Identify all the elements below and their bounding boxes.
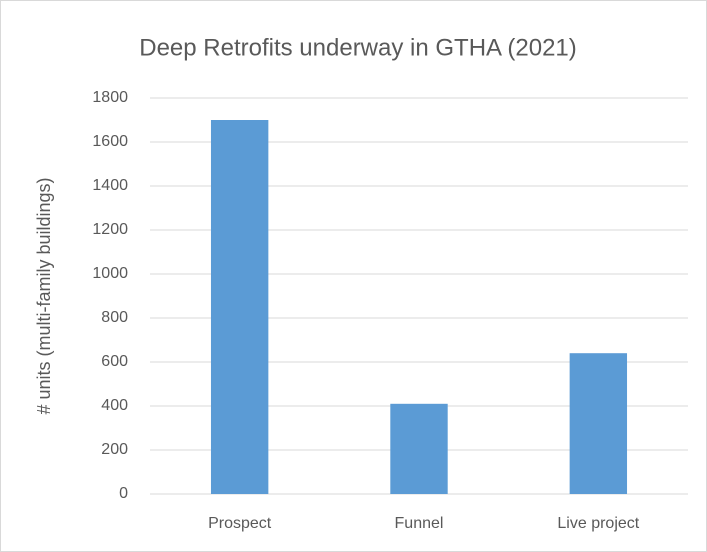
y-tick-label: 600 [101,353,128,370]
chart-title: Deep Retrofits underway in GTHA (2021) [139,34,577,61]
y-tick-label: 400 [101,397,128,414]
y-tick-label: 800 [101,309,128,326]
y-tick-label: 1800 [92,89,128,106]
y-tick-label: 200 [101,441,128,458]
bar [390,403,448,494]
bar [210,120,269,494]
y-tick-label: 1600 [92,133,128,150]
y-tick-label: 1200 [92,221,128,238]
bar [569,353,628,494]
y-tick-label: 1000 [92,265,128,282]
y-axis-label: # units (multi-family buildings) [34,177,54,414]
x-tick-label: Prospect [208,515,272,532]
x-tick-label: Funnel [395,515,444,532]
y-tick-label: 0 [119,485,128,502]
x-tick-label: Live project [557,515,639,532]
y-tick-label: 1400 [92,177,128,194]
